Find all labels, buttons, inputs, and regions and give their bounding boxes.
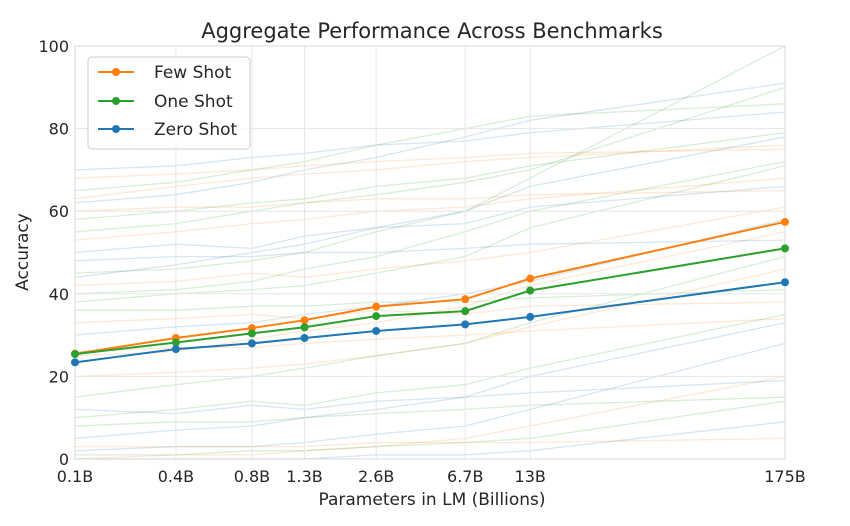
- background-line: [74, 136, 786, 278]
- data-point: [526, 312, 535, 321]
- y-tick-label: 40: [49, 285, 69, 304]
- data-point: [171, 338, 180, 347]
- background-line: [74, 160, 786, 295]
- legend-marker: [112, 125, 120, 133]
- plot-frame: [74, 45, 786, 460]
- background-line: [74, 255, 786, 398]
- x-tick-label: 0.1B: [57, 467, 93, 486]
- background-line: [74, 165, 786, 303]
- chart-title: Aggregate Performance Across Benchmarks: [201, 19, 663, 43]
- series-line: [74, 247, 786, 356]
- background-line: [74, 301, 786, 324]
- x-tick-label: 0.8B: [234, 467, 270, 486]
- data-point: [461, 295, 470, 304]
- data-point: [300, 323, 309, 332]
- background-line: [74, 322, 786, 440]
- background-line: [74, 82, 786, 204]
- y-tick-label: 0: [59, 450, 69, 469]
- background-line: [74, 239, 786, 262]
- background-line: [74, 206, 786, 287]
- background-line: [75, 437, 786, 448]
- data-point: [247, 339, 256, 348]
- x-tick-label: 6.7B: [447, 467, 483, 486]
- data-point: [247, 329, 256, 338]
- data-point: [781, 217, 789, 226]
- x-tick-label: 2.6B: [358, 467, 394, 486]
- data-point: [781, 244, 789, 253]
- y-tick-label: 80: [49, 120, 69, 139]
- data-point: [526, 274, 535, 283]
- series-line: [74, 281, 786, 364]
- legend-item-one-shot: One Shot: [98, 92, 233, 112]
- y-tick-label: 20: [49, 367, 69, 386]
- background-line: [74, 313, 786, 419]
- series-layer: [71, 217, 789, 367]
- background-line: [74, 132, 786, 221]
- data-point: [300, 333, 309, 342]
- data-point: [526, 286, 535, 295]
- legend-marker: [112, 68, 120, 76]
- x-tick-label: 175B: [764, 467, 806, 486]
- y-tick-label: 100: [38, 37, 69, 56]
- legend-label: Zero Shot: [154, 120, 237, 140]
- x-tick-label: 13B: [515, 467, 546, 486]
- background-line: [74, 218, 786, 336]
- background-line: [74, 177, 786, 241]
- background-line: [74, 189, 786, 212]
- data-point: [171, 345, 180, 354]
- data-point: [461, 320, 470, 329]
- background-line: [74, 144, 786, 200]
- data-point: [71, 350, 79, 359]
- legend: Few Shot One Shot Zero Shot: [87, 56, 251, 150]
- legend-item-zero-shot: Zero Shot: [98, 120, 237, 140]
- data-point: [71, 358, 79, 367]
- y-axis-label: Accuracy: [13, 213, 33, 291]
- data-point: [781, 278, 789, 287]
- x-tick-label: 0.4B: [158, 467, 194, 486]
- data-point: [461, 307, 470, 316]
- background-line: [74, 148, 786, 179]
- series-line: [74, 220, 786, 355]
- legend-marker: [112, 97, 120, 105]
- background-line: [74, 111, 786, 171]
- legend-label: Few Shot: [154, 63, 232, 83]
- background-line: [74, 45, 786, 274]
- background-line: [74, 317, 786, 353]
- legend-box: [87, 56, 251, 150]
- data-point: [372, 326, 381, 335]
- background-line: [74, 379, 786, 415]
- background-line: [74, 86, 786, 233]
- background-line: [74, 231, 786, 357]
- background-line: [75, 289, 786, 311]
- series-one-shot: [71, 244, 789, 359]
- background-line: [74, 268, 786, 378]
- legend-label: One Shot: [154, 92, 233, 112]
- legend-item-few-shot: Few Shot: [98, 63, 232, 83]
- background-line: [74, 396, 786, 427]
- data-point: [300, 316, 309, 325]
- y-tick-label: 60: [49, 202, 69, 221]
- background-line: [74, 185, 786, 254]
- data-point: [372, 302, 381, 311]
- background-line: [74, 342, 786, 452]
- tick-labels: 0 20 40 60 80 100 0.1B 0.4B 0.8B 1.3B 2.6B 6.7B 13B 1…: [38, 37, 805, 486]
- background-line: [75, 400, 786, 456]
- x-tick-label: 1.3B: [286, 467, 322, 486]
- series-zero-shot: [71, 278, 789, 367]
- background-line: [74, 103, 786, 192]
- background-line: [74, 375, 786, 460]
- background-benchmark-lines: [74, 45, 786, 460]
- data-point: [372, 312, 381, 321]
- x-axis-label: Parameters in LM (Billions): [318, 490, 545, 510]
